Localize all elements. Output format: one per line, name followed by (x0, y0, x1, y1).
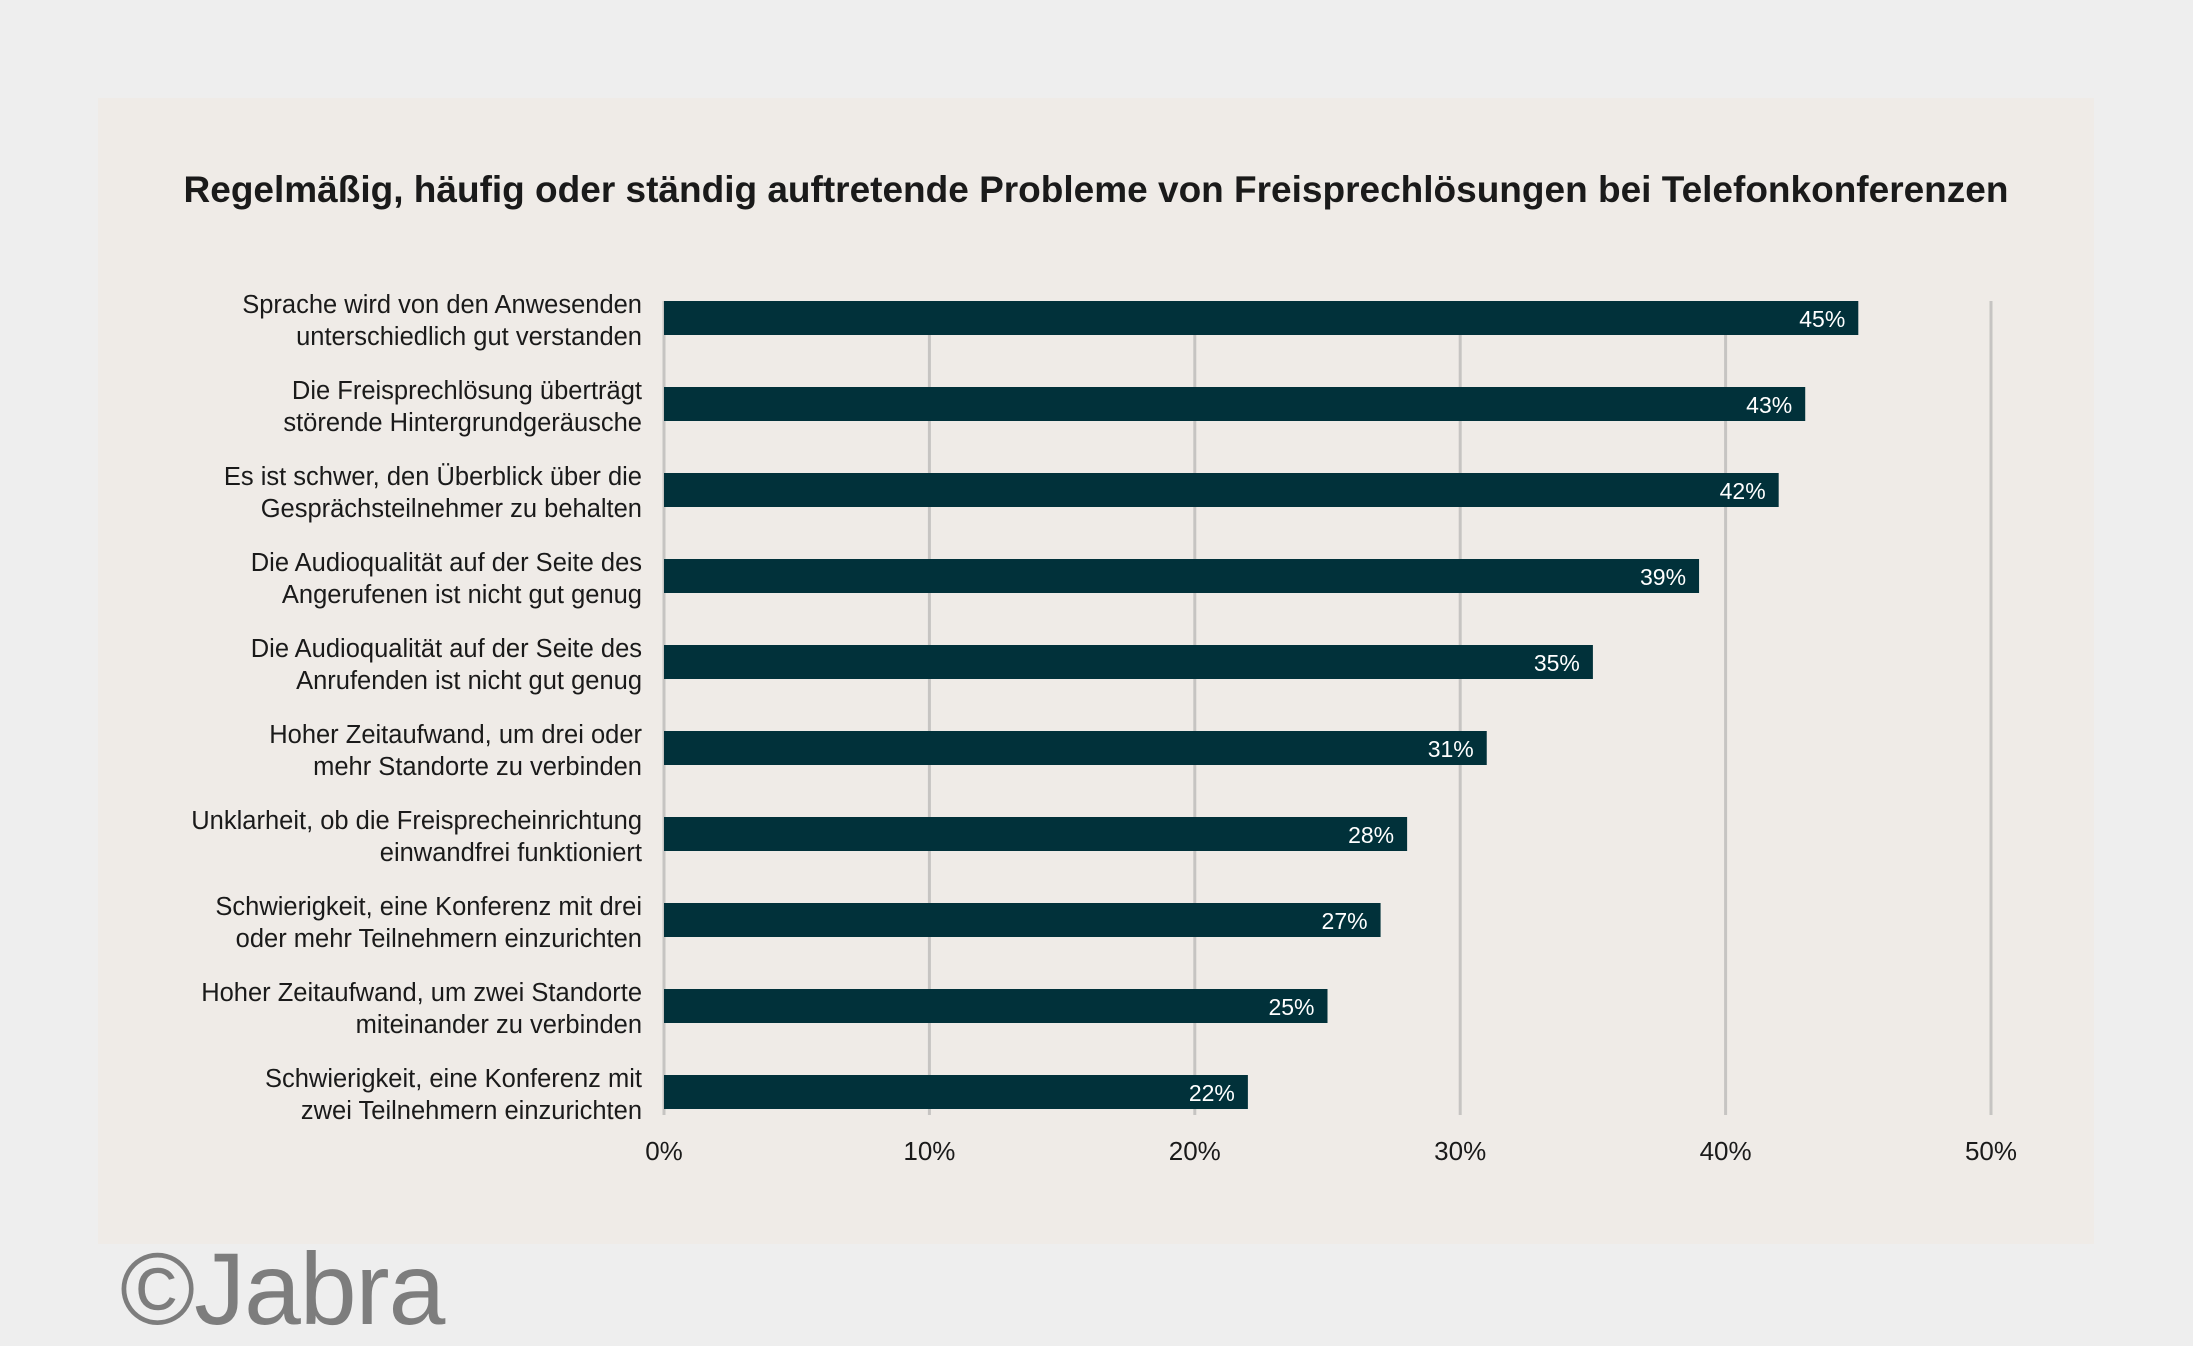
x-tick-label-0: 0% (645, 1136, 683, 1166)
bar-value-label-6: 31% (1428, 736, 1474, 762)
bar-1 (664, 301, 1859, 335)
category-label-4-line-2: Angerufenen ist nicht gut genug (282, 581, 642, 609)
bar-3 (664, 473, 1779, 507)
bar-value-label-4: 39% (1640, 564, 1686, 590)
category-label-4-line-1: Die Audioqualität auf der Seite des (251, 549, 642, 577)
category-label-7-line-1: Unklarheit, ob die Freisprecheinrichtung (191, 807, 642, 835)
bar-2 (664, 387, 1806, 421)
bar-6 (664, 731, 1487, 765)
bar-value-label-9: 25% (1268, 994, 1314, 1020)
category-label-7-line-2: einwandfrei funktioniert (380, 839, 642, 867)
category-label-9-line-1: Hoher Zeitaufwand, um zwei Standorte (201, 979, 642, 1007)
category-label-5-line-2: Anrufenden ist nicht gut genug (296, 667, 642, 695)
chart-title: Regelmäßig, häufig oder ständig auftrete… (184, 169, 2009, 210)
bar-value-label-3: 42% (1720, 478, 1766, 504)
bar-8 (664, 903, 1381, 937)
x-tick-label-40: 40% (1700, 1136, 1752, 1166)
bar-value-label-10: 22% (1189, 1080, 1235, 1106)
category-label-1-line-2: unterschiedlich gut verstanden (296, 323, 642, 351)
copyright-watermark: ©Jabra (120, 1232, 445, 1346)
bar-value-label-8: 27% (1322, 908, 1368, 934)
bar-value-label-7: 28% (1348, 822, 1394, 848)
bar-value-label-2: 43% (1746, 392, 1792, 418)
x-tick-label-20: 20% (1169, 1136, 1221, 1166)
bar-value-label-5: 35% (1534, 650, 1580, 676)
chart-panel: Regelmäßig, häufig oder ständig auftrete… (98, 98, 2094, 1244)
category-label-1-line-1: Sprache wird von den Anwesenden (242, 291, 642, 319)
category-label-3-line-2: Gesprächsteilnehmer zu behalten (261, 495, 642, 523)
bar-4 (664, 559, 1700, 593)
bar-10 (664, 1075, 1248, 1109)
category-label-6-line-2: mehr Standorte zu verbinden (313, 753, 642, 781)
category-label-2-line-1: Die Freisprechlösung überträgt (292, 377, 642, 405)
category-label-2-line-2: störende Hintergrundgeräusche (283, 409, 642, 437)
category-label-10-line-1: Schwierigkeit, eine Konferenz mit (265, 1065, 642, 1093)
x-axis-tick-labels: 0% 10% 20% 30% 40% 50% (645, 1136, 2017, 1166)
x-tick-label-30: 30% (1434, 1136, 1486, 1166)
category-label-8-line-1: Schwierigkeit, eine Konferenz mit drei (215, 893, 642, 921)
category-labels: Sprache wird von den Anwesenden unterschi… (191, 291, 642, 1125)
category-label-5-line-1: Die Audioqualität auf der Seite des (251, 635, 642, 663)
category-label-9-line-2: miteinander zu verbinden (356, 1011, 642, 1039)
x-tick-label-10: 10% (903, 1136, 955, 1166)
category-label-3-line-1: Es ist schwer, den Überblick über die (224, 463, 642, 491)
category-label-6-line-1: Hoher Zeitaufwand, um drei oder (269, 721, 642, 749)
bar-7 (664, 817, 1408, 851)
category-label-8-line-2: oder mehr Teilnehmern einzurichten (236, 925, 642, 953)
category-label-10-line-2: zwei Teilnehmern einzurichten (301, 1097, 642, 1125)
bar-value-label-1: 45% (1799, 306, 1845, 332)
grid-lines (662, 301, 1993, 1115)
bar-5 (664, 645, 1593, 679)
x-tick-label-50: 50% (1965, 1136, 2017, 1166)
bar-chart: Regelmäßig, häufig oder ständig auftrete… (184, 169, 2018, 1166)
bar-9 (664, 989, 1328, 1023)
bars: 45% 43% 42% 39% 35% 31% 28% 27% 25% 22% (664, 301, 1859, 1109)
